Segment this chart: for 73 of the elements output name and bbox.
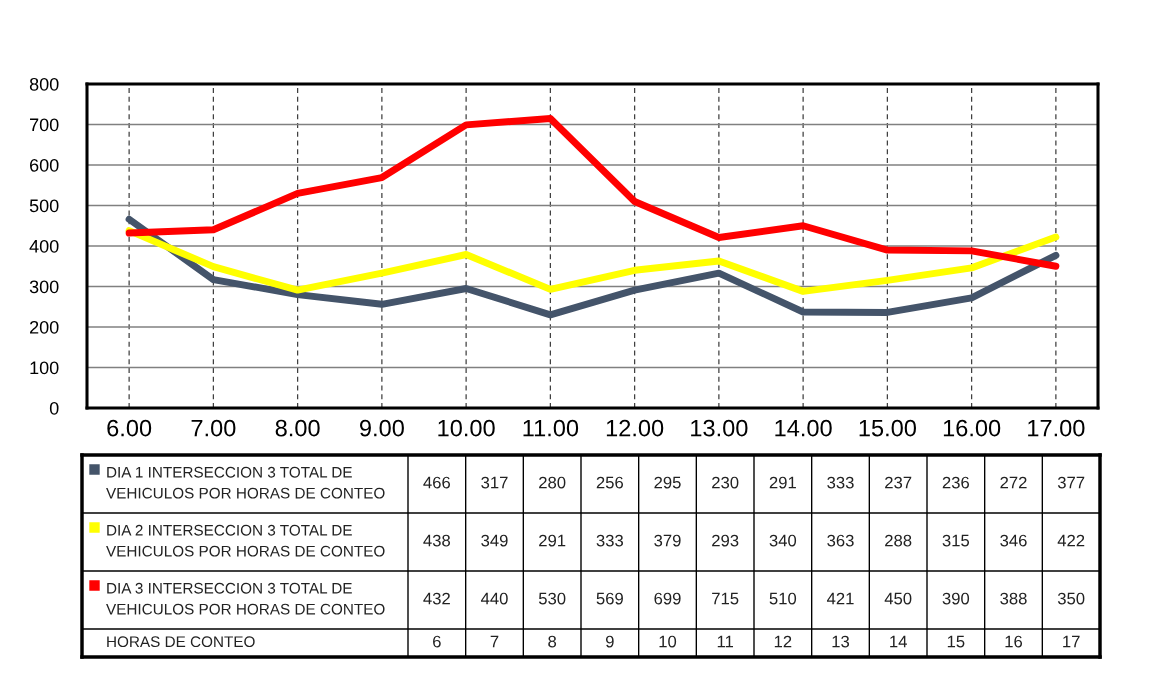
text: 12: [774, 635, 792, 648]
text: 340: [769, 534, 797, 547]
text: 349: [481, 534, 508, 547]
text: 466: [423, 476, 451, 489]
text: 10: [659, 635, 677, 648]
y-tick-label: 0: [49, 401, 59, 415]
text: 236: [942, 476, 970, 489]
x-tick-label: 6.00: [107, 419, 152, 437]
x-tick-label: 13.00: [691, 419, 748, 437]
x-tick-label: 10.00: [438, 419, 495, 437]
text: 8: [548, 635, 557, 648]
x-tick-label: 11.00: [523, 419, 579, 437]
x-tick-label: 8.00: [275, 419, 320, 437]
text: 438: [423, 534, 451, 547]
text: 379: [654, 534, 681, 547]
text: 256: [596, 476, 624, 489]
text: 9: [605, 635, 614, 648]
y-tick-label: 800: [29, 77, 59, 91]
x-tick-label: 17.00: [1028, 419, 1085, 437]
text: 390: [942, 592, 970, 605]
text: 333: [827, 476, 854, 489]
legend-label: DIA 3 INTERSECCION 3 TOTAL DE VEHICULOS POR HORAS DE CONTEO: [106, 582, 385, 615]
text: 432: [423, 592, 450, 605]
text: 363: [827, 534, 854, 547]
text: 350: [1057, 592, 1085, 605]
text: 450: [884, 592, 912, 605]
x-tick-label: 9.00: [360, 419, 404, 437]
text: 291: [539, 534, 566, 547]
text: 530: [538, 592, 566, 605]
text: 569: [596, 592, 623, 605]
text: 17: [1063, 635, 1080, 648]
x-tick-label: 7.00: [191, 419, 236, 437]
text: 13: [832, 635, 850, 648]
text: 291: [769, 476, 796, 489]
text: 272: [1000, 476, 1027, 489]
text: 293: [712, 534, 739, 547]
text: 288: [885, 534, 912, 547]
text: 315: [942, 534, 970, 547]
text: 295: [654, 476, 681, 489]
text: 421: [826, 592, 854, 605]
text: HORAS DE CONTEO: [107, 636, 255, 648]
text: 16: [1005, 635, 1023, 648]
legend-label: DIA 1 INTERSECCION 3 TOTAL DE VEHICULOS POR HORAS DE CONTEO: [106, 466, 385, 499]
text: 346: [1000, 534, 1027, 547]
text: 237: [885, 476, 912, 489]
text: 333: [596, 534, 624, 547]
x-tick-label: 16.00: [943, 419, 1001, 437]
x-tick-label: 15.00: [859, 419, 916, 437]
y-tick-label: 400: [29, 239, 59, 253]
y-tick-label: 700: [30, 118, 59, 132]
text: 715: [712, 592, 739, 605]
y-tick-label: 500: [29, 199, 59, 213]
text: 6: [433, 635, 441, 648]
text: 7: [490, 635, 499, 648]
text: 280: [539, 476, 566, 489]
text: 11: [717, 635, 734, 648]
x-tick-label: 12.00: [606, 419, 664, 437]
text: 14: [890, 635, 907, 648]
text: 377: [1057, 476, 1085, 489]
text: 422: [1057, 534, 1085, 547]
text: 699: [654, 592, 681, 605]
y-tick-label: 200: [30, 320, 59, 334]
text: 510: [769, 592, 797, 605]
x-tick-label: 14.00: [775, 419, 832, 437]
text: 15: [947, 635, 965, 648]
y-tick-label: 300: [29, 280, 59, 294]
legend-label: DIA 2 INTERSECCION 3 TOTAL DE VEHICULOS POR HORAS DE CONTEO: [106, 524, 385, 557]
y-tick-label: 600: [30, 158, 59, 172]
text: 388: [1000, 592, 1027, 605]
y-tick-label: 100: [30, 361, 59, 375]
text: 317: [481, 476, 508, 489]
text: 440: [480, 592, 508, 605]
text: 230: [712, 476, 739, 489]
